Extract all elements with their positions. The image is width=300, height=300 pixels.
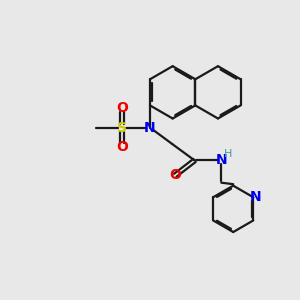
Text: N: N — [250, 190, 262, 204]
Text: N: N — [144, 121, 156, 135]
Text: N: N — [215, 153, 227, 167]
Text: H: H — [224, 149, 232, 159]
Text: O: O — [116, 101, 128, 116]
Text: S: S — [117, 121, 127, 135]
Text: O: O — [169, 168, 181, 182]
Text: O: O — [116, 140, 128, 154]
